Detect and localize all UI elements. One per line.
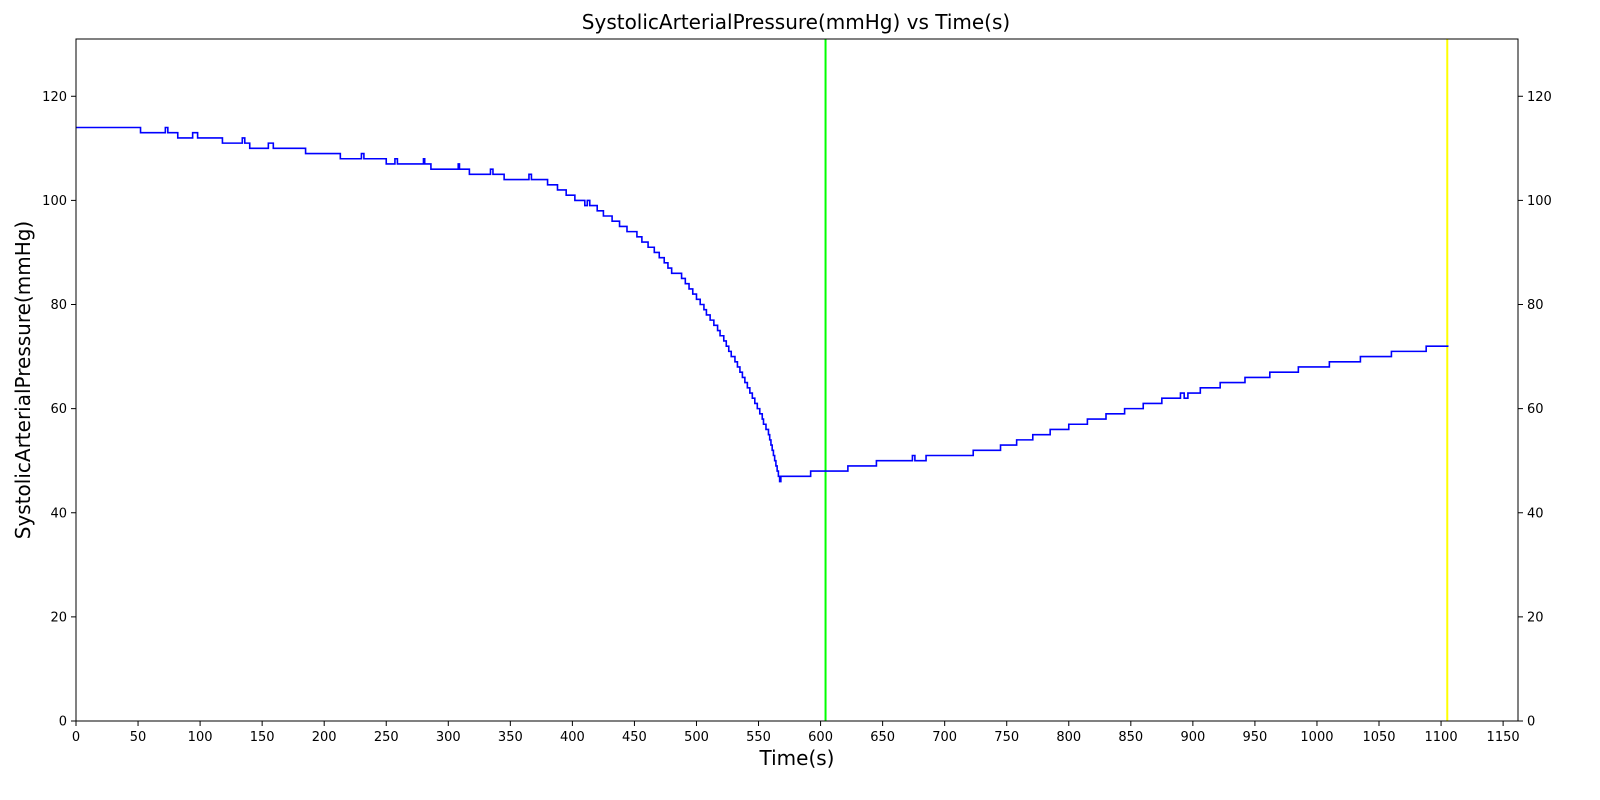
right-y-tick-label: 0 — [1527, 715, 1535, 730]
x-tick-label: 0 — [72, 730, 80, 745]
series-layer — [76, 126, 1449, 483]
series-line-0 — [76, 126, 1449, 483]
y-tick-label: 40 — [50, 506, 67, 521]
right-y-tick-label: 60 — [1527, 402, 1544, 417]
x-tick-label: 100 — [188, 730, 213, 745]
x-tick-label: 900 — [1180, 730, 1205, 745]
right-y-tick-label: 100 — [1527, 194, 1552, 209]
x-tick-label: 400 — [560, 730, 585, 745]
x-tick-label: 500 — [684, 730, 709, 745]
right-y-tick-label: 80 — [1527, 298, 1544, 313]
x-tick-label: 250 — [374, 730, 399, 745]
x-tick-label: 1050 — [1362, 730, 1395, 745]
x-tick-label: 300 — [436, 730, 461, 745]
x-tick-label: 750 — [994, 730, 1019, 745]
y-tick-label: 100 — [42, 194, 67, 209]
y-tick-label: 20 — [50, 610, 67, 625]
vertical-lines — [824, 39, 1449, 721]
x-tick-label: 200 — [312, 730, 337, 745]
x-tick-label: 150 — [250, 730, 275, 745]
y-tick-label: 0 — [59, 715, 67, 730]
x-tick-label: 650 — [870, 730, 895, 745]
x-tick-label: 800 — [1056, 730, 1081, 745]
x-tick-label: 1150 — [1487, 730, 1520, 745]
x-tick-label: 700 — [932, 730, 957, 745]
right-y-tick-label: 40 — [1527, 506, 1544, 521]
x-tick-label: 950 — [1243, 730, 1268, 745]
x-axis-label: Time(s) — [759, 746, 835, 770]
y-axis-label: SystolicArterialPressure(mmHg) — [11, 221, 35, 540]
y-tick-label: 80 — [50, 298, 67, 313]
x-tick-label: 50 — [130, 730, 147, 745]
x-tick-label: 850 — [1118, 730, 1143, 745]
right-y-tick-label: 120 — [1527, 90, 1552, 105]
x-tick-label: 1100 — [1425, 730, 1458, 745]
x-tick-label: 600 — [808, 730, 833, 745]
x-tick-label: 550 — [746, 730, 771, 745]
x-tick-label: 1000 — [1300, 730, 1333, 745]
x-tick-label: 450 — [622, 730, 647, 745]
y-tick-label: 120 — [42, 90, 67, 105]
x-tick-label: 350 — [498, 730, 523, 745]
y-tick-label: 60 — [50, 402, 67, 417]
axis-ticks: 0 50 100 150 200 250 300 350 400 450 500 550 600 650 7… — [42, 90, 1552, 745]
plot-frame — [75, 38, 1519, 722]
right-y-tick-label: 20 — [1527, 610, 1544, 625]
chart-title: SystolicArterialPressure(mmHg) vs Time(s… — [582, 10, 1010, 34]
